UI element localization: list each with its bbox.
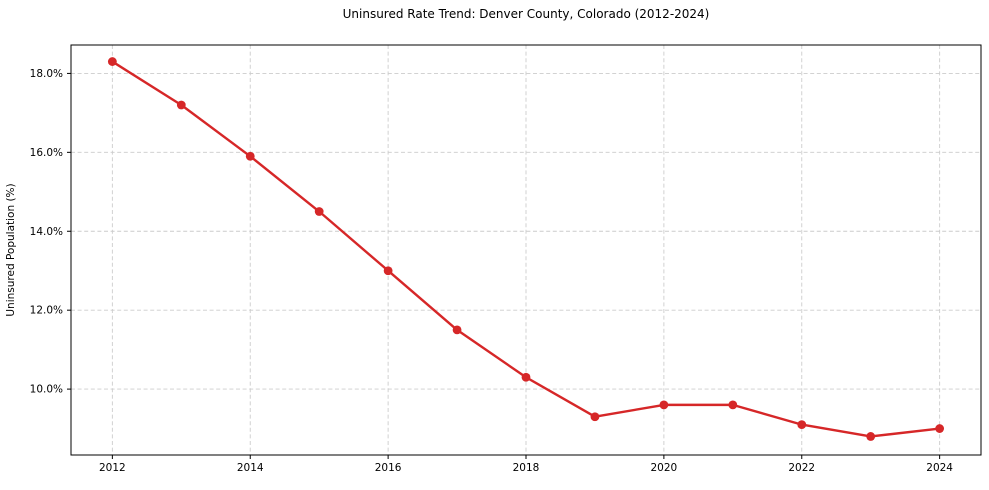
- data-point-2016: [383, 266, 393, 276]
- x-tick-label: 2024: [926, 462, 953, 474]
- data-point-2020: [659, 400, 669, 410]
- data-point-2014: [245, 151, 255, 161]
- grid-layer: [71, 45, 981, 455]
- data-point-2018: [521, 372, 531, 382]
- x-tick-label: 2016: [375, 462, 402, 474]
- data-point-2024: [935, 424, 945, 433]
- y-tick-label: 10.0%: [30, 384, 63, 396]
- data-point-2017: [452, 325, 462, 335]
- data-point-2015: [314, 207, 324, 216]
- data-point-2013: [176, 100, 186, 110]
- x-tick-label: 2020: [651, 462, 678, 474]
- series-layer: [107, 57, 945, 441]
- axes-layer: 2012 2014 2016 2018 2020 2022 2024 10.0% 12.0% 14…: [30, 44, 982, 474]
- y-tick-label: 16.0%: [30, 147, 63, 159]
- x-tick-label: 2022: [788, 462, 815, 474]
- data-point-2023: [866, 432, 876, 441]
- y-axis-label: Uninsured Population (%): [5, 183, 17, 316]
- data-point-2012: [107, 57, 117, 66]
- y-tick-label: 14.0%: [30, 226, 63, 238]
- chart-title: Uninsured Rate Trend: Denver County, Col…: [342, 7, 710, 21]
- data-point-2019: [590, 412, 600, 422]
- data-point-2022: [797, 420, 807, 430]
- y-tick-label: 12.0%: [30, 305, 63, 317]
- x-tick-label: 2012: [99, 462, 126, 474]
- y-tick-label: 18.0%: [30, 68, 63, 80]
- x-tick-label: 2018: [513, 462, 540, 474]
- x-tick-label: 2014: [237, 462, 264, 474]
- data-point-2021: [728, 400, 738, 410]
